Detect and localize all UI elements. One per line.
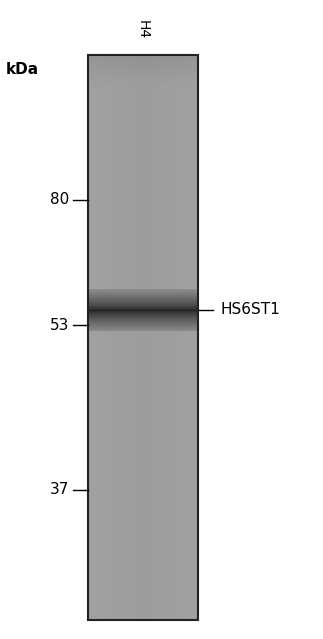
Text: 80: 80 [50,192,69,208]
Text: 53: 53 [50,318,69,332]
Bar [88,55,198,620]
Text: H4: H4 [136,20,150,40]
Text: 37: 37 [50,482,69,498]
Text: HS6ST1: HS6ST1 [220,302,280,318]
Text: kDa: kDa [5,62,38,77]
